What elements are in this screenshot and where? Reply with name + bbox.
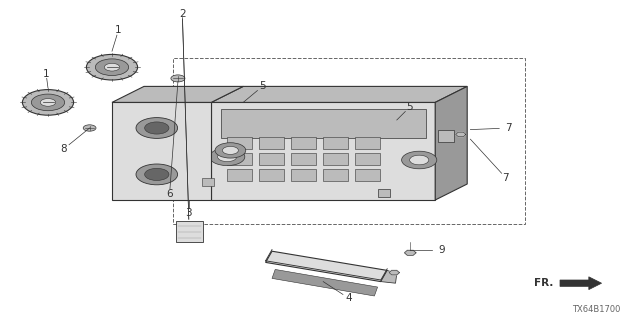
Bar <box>378 189 390 197</box>
Bar <box>221 109 426 138</box>
Polygon shape <box>266 251 387 282</box>
Text: 1: 1 <box>115 25 122 36</box>
Text: 1: 1 <box>43 68 49 79</box>
Text: 2: 2 <box>179 9 186 20</box>
Bar <box>173 58 525 224</box>
Polygon shape <box>211 102 435 200</box>
Bar <box>227 137 252 149</box>
Bar <box>227 153 252 165</box>
Text: 5: 5 <box>259 81 266 92</box>
Bar <box>176 221 203 242</box>
Text: FR.: FR. <box>534 278 554 288</box>
Bar <box>323 153 348 165</box>
Text: 9: 9 <box>438 244 445 255</box>
Text: 4: 4 <box>346 293 352 303</box>
Bar <box>355 169 380 181</box>
Bar <box>323 137 348 149</box>
Ellipse shape <box>410 155 429 165</box>
Polygon shape <box>112 102 211 200</box>
Ellipse shape <box>104 63 120 71</box>
Ellipse shape <box>40 99 56 106</box>
Ellipse shape <box>218 152 237 162</box>
Bar <box>355 137 380 149</box>
Bar <box>259 153 284 165</box>
Text: 7: 7 <box>506 123 512 133</box>
Bar <box>202 178 214 186</box>
Polygon shape <box>435 86 467 200</box>
Ellipse shape <box>210 148 244 166</box>
Ellipse shape <box>31 94 65 111</box>
Ellipse shape <box>145 168 169 180</box>
Bar <box>438 130 454 142</box>
Polygon shape <box>211 86 467 102</box>
Text: 5: 5 <box>406 102 413 112</box>
Text: 3: 3 <box>186 208 192 218</box>
Ellipse shape <box>145 122 169 134</box>
Bar <box>355 153 380 165</box>
Text: 8: 8 <box>61 144 67 154</box>
Bar <box>323 169 348 181</box>
Polygon shape <box>381 270 397 283</box>
Polygon shape <box>456 132 466 137</box>
Bar <box>259 137 284 149</box>
Ellipse shape <box>136 164 178 185</box>
Polygon shape <box>560 277 602 290</box>
Ellipse shape <box>215 143 246 158</box>
Polygon shape <box>404 250 416 255</box>
Bar <box>227 169 252 181</box>
Ellipse shape <box>95 59 129 76</box>
Ellipse shape <box>223 147 238 155</box>
Circle shape <box>83 125 96 131</box>
Polygon shape <box>389 270 399 275</box>
Text: 6: 6 <box>166 188 173 199</box>
Polygon shape <box>272 269 378 296</box>
Circle shape <box>171 75 185 82</box>
Text: 7: 7 <box>502 172 509 183</box>
Bar <box>291 153 316 165</box>
Bar <box>291 169 316 181</box>
Ellipse shape <box>136 118 178 139</box>
Ellipse shape <box>22 90 74 115</box>
Ellipse shape <box>86 54 138 80</box>
Polygon shape <box>112 86 243 102</box>
Bar <box>259 169 284 181</box>
Text: TX64B1700: TX64B1700 <box>572 305 621 314</box>
Bar <box>291 137 316 149</box>
Ellipse shape <box>402 151 437 169</box>
